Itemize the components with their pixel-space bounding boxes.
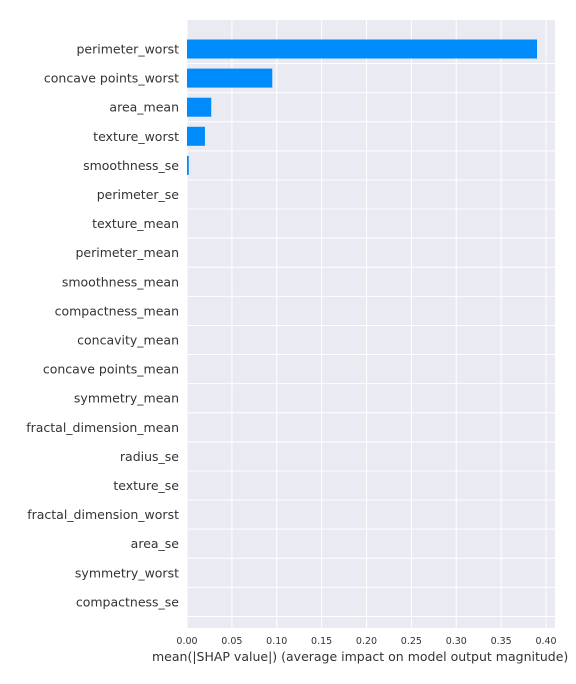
x-tick-label: 0.15 [311,636,332,647]
category-label: compactness_mean [55,303,179,318]
category-label: concave points_mean [43,362,179,377]
category-label: symmetry_worst [75,565,179,580]
category-label: area_se [131,536,180,551]
category-label: smoothness_se [83,158,179,173]
grid-lines [186,20,555,628]
category-label: area_mean [109,100,179,115]
x-tick-label: 0.05 [221,636,242,647]
bar-texture_worst [187,126,205,146]
bar-perimeter_worst [187,39,538,59]
x-tick-labels: 0.00 0.05 0.10 0.15 0.20 0.25 0.30 0.35 0.40 [176,636,556,647]
bar-concave-points_worst [187,68,273,88]
category-label: symmetry_mean [74,391,179,406]
x-tick-label: 0.30 [446,636,467,647]
x-tick-label: 0.25 [401,636,422,647]
category-label: concavity_mean [77,333,179,348]
category-label: texture_mean [92,216,179,231]
plot-background [187,20,555,628]
category-label: fractal_dimension_worst [27,507,179,522]
category-label: texture_se [113,478,179,493]
category-label: concave points_worst [44,71,179,86]
bar-smoothness_se [187,155,189,175]
category-label: texture_worst [93,129,179,144]
bars [187,39,538,175]
x-tick-label: 0.00 [176,636,197,647]
x-tick-label: 0.40 [535,636,556,647]
x-axis-label: mean(|SHAP value|) (average impact on mo… [152,649,568,664]
category-label: radius_se [120,449,179,464]
x-tick-label: 0.10 [266,636,287,647]
category-label: perimeter_se [97,187,180,202]
category-label: perimeter_mean [75,245,179,260]
category-label: fractal_dimension_mean [26,420,179,435]
category-label: compactness_se [76,594,179,609]
x-tick-label: 0.35 [491,636,512,647]
category-label: smoothness_mean [62,274,179,289]
bar-area_mean [187,97,212,117]
x-tick-label: 0.20 [356,636,377,647]
category-label: perimeter_worst [76,42,179,57]
